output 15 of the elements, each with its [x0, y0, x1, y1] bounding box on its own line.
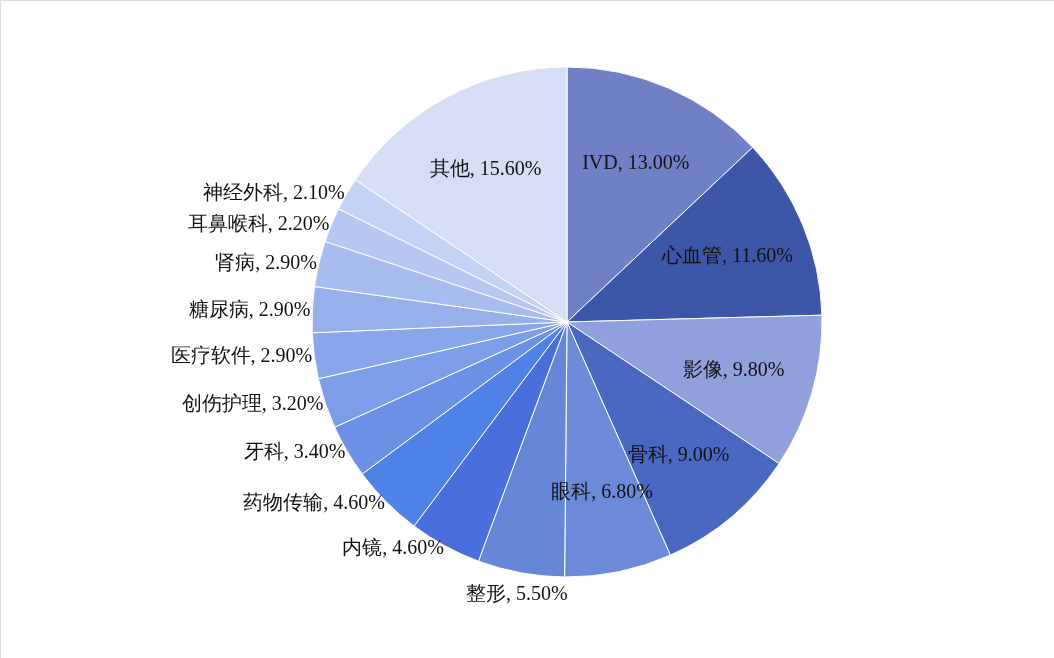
slice-label: 糖尿病, 2.90% [188, 297, 311, 320]
slice-label: 影像, 9.80% [682, 358, 785, 381]
slice-label: 内镜, 4.60% [342, 535, 445, 558]
slice-label: 医疗软件, 2.90% [170, 344, 313, 367]
slice-label: 药物传输, 4.60% [243, 491, 385, 514]
slice-label: 其他, 15.60% [429, 156, 542, 179]
slice-label: 耳鼻喉科, 2.20% [187, 212, 330, 235]
slice-label: 神经外科, 2.10% [203, 181, 345, 204]
slice-label: 整形, 5.50% [466, 582, 568, 605]
slice-label: IVD, 13.00% [582, 150, 690, 173]
slice-label: 骨科, 9.00% [627, 442, 730, 465]
slice-label: 心血管, 11.60% [660, 243, 793, 266]
slice-label: 创伤护理, 3.20% [181, 392, 324, 415]
slice-label: 肾病, 2.90% [215, 251, 317, 274]
slice-label: 牙科, 3.40% [243, 440, 346, 463]
